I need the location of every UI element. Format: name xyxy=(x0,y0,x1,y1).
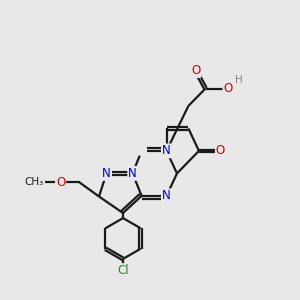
Text: Cl: Cl xyxy=(117,264,129,277)
Text: N: N xyxy=(102,167,111,180)
Text: O: O xyxy=(191,64,200,77)
Text: O: O xyxy=(224,82,232,95)
Text: N: N xyxy=(162,189,171,203)
Text: N: N xyxy=(162,144,171,158)
Text: H: H xyxy=(235,75,242,85)
Text: CH₃: CH₃ xyxy=(24,177,44,188)
Text: O: O xyxy=(56,176,65,189)
Text: N: N xyxy=(128,167,137,180)
Text: O: O xyxy=(216,144,225,158)
